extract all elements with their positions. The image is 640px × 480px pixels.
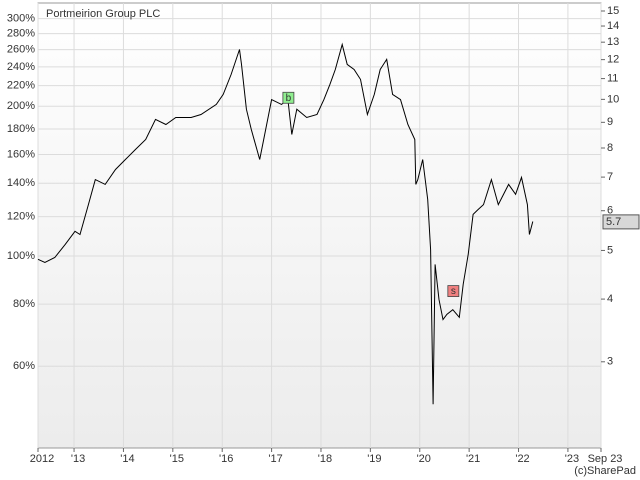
x-tick-label: '19 — [367, 453, 381, 465]
trade-marker — [282, 91, 295, 104]
y-tick-label: 300% — [7, 13, 35, 25]
x-tick-label: 2012 — [30, 453, 54, 465]
y-tick-label: 140% — [7, 177, 35, 189]
current-value-label: 5.7 — [606, 216, 621, 228]
y2-tick-label: 7 — [607, 171, 613, 183]
trade-marker-label: b — [286, 93, 292, 104]
price-line — [37, 42, 534, 405]
x-tick-label: '22 — [515, 453, 529, 465]
y2-tick-label: 13 — [607, 36, 619, 48]
x-tick-label: '21 — [466, 453, 480, 465]
chart-title: Portmeirion Group PLC — [46, 8, 160, 20]
marks — [37, 42, 534, 405]
x-tick-label: '13 — [71, 453, 85, 465]
y-tick-label: 100% — [7, 250, 35, 262]
x-tick-label: '17 — [268, 453, 282, 465]
y2-tick-label: 4 — [607, 293, 613, 305]
y2-tick-label: 8 — [607, 142, 613, 154]
credit: (c)SharePad — [574, 465, 636, 477]
x-tick-label: '18 — [318, 453, 332, 465]
y2-tick-label: 3 — [607, 356, 613, 368]
plot-area — [37, 2, 602, 449]
x-tick-label: '20 — [417, 453, 431, 465]
y-tick-label: 280% — [7, 27, 35, 39]
x-tick-label: Sep 23 — [588, 453, 623, 465]
y-tick-label: 240% — [7, 61, 35, 73]
y2-tick-label: 12 — [607, 54, 619, 66]
y-tick-label: 200% — [7, 100, 35, 112]
y2-tick-label: 5 — [607, 244, 613, 256]
y-tick-label: 80% — [13, 298, 35, 310]
y-tick-label: 220% — [7, 80, 35, 92]
current-value-box — [602, 214, 640, 230]
x-tick-label: '15 — [170, 453, 184, 465]
y-tick-label: 260% — [7, 43, 35, 55]
y2-tick-label: 6 — [607, 205, 613, 217]
y2-tick-label: 10 — [607, 93, 619, 105]
y-tick-label: 120% — [7, 210, 35, 222]
y2-tick-label: 9 — [607, 116, 613, 128]
y-tick-label: 180% — [7, 123, 35, 135]
trade-marker — [447, 285, 460, 297]
grid — [37, 3, 602, 448]
y2-tick-label: 15 — [607, 5, 619, 17]
x-tick-label: '23 — [565, 453, 579, 465]
y2-tick-label: 14 — [607, 20, 619, 32]
x-tick-label: '16 — [219, 453, 233, 465]
y2-tick-label: 11 — [607, 72, 618, 84]
trade-marker-label: s — [451, 286, 456, 297]
x-tick-label: '14 — [120, 453, 134, 465]
y-tick-label: 160% — [7, 148, 35, 160]
y-tick-label: 60% — [13, 360, 35, 372]
